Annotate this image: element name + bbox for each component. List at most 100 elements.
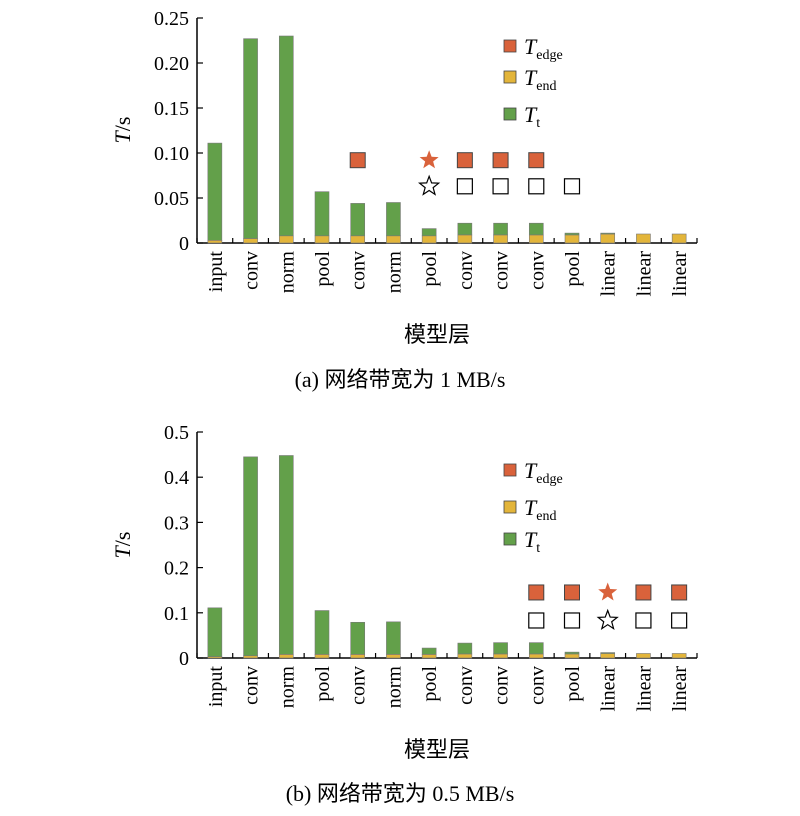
bar-t bbox=[493, 222, 508, 236]
bar-t bbox=[314, 610, 330, 655]
marker-filled-star bbox=[419, 150, 439, 169]
marker-filled-square bbox=[671, 584, 688, 601]
bar-end bbox=[243, 655, 258, 659]
bar-t bbox=[314, 191, 330, 237]
marker-open-star bbox=[418, 174, 441, 196]
bar-t bbox=[600, 652, 616, 654]
x-tick-label: pool bbox=[312, 251, 334, 287]
marker-open-square bbox=[492, 178, 509, 195]
bar-end bbox=[386, 654, 401, 659]
x-tick-label: linear bbox=[598, 666, 620, 712]
x-tick-label: input bbox=[205, 666, 227, 708]
bar-t bbox=[421, 647, 437, 655]
x-tick-label: linear bbox=[669, 251, 691, 297]
bar-t bbox=[493, 642, 508, 655]
legend-swatch bbox=[503, 500, 517, 514]
bar-t bbox=[528, 642, 544, 655]
bar-t bbox=[386, 202, 401, 237]
bar-end bbox=[493, 653, 508, 659]
x-tick-label: conv bbox=[526, 251, 548, 290]
bar-t bbox=[421, 228, 437, 237]
y-tick-label: 0.3 bbox=[164, 512, 189, 534]
bar-end bbox=[421, 235, 437, 244]
x-tick-label: conv bbox=[241, 251, 263, 290]
x-axis-label: 模型层 bbox=[404, 737, 470, 762]
bar-end bbox=[671, 653, 687, 659]
legend-swatch bbox=[503, 532, 517, 546]
x-tick-label: norm bbox=[383, 251, 405, 294]
legend-label: Tend bbox=[524, 495, 556, 524]
x-tick-label: linear bbox=[669, 666, 691, 712]
bar-end bbox=[636, 233, 651, 244]
bar-end bbox=[278, 235, 294, 244]
marker-open-square bbox=[563, 178, 581, 195]
legend-label: Tedge bbox=[524, 458, 563, 487]
marker-filled-star bbox=[598, 582, 618, 601]
marker-filled-square bbox=[528, 584, 545, 601]
x-tick-label: conv bbox=[526, 666, 548, 705]
y-tick-label: 0.5 bbox=[164, 422, 189, 444]
bar-t bbox=[243, 456, 258, 657]
x-tick-label: pool bbox=[562, 251, 584, 287]
y-tick-label: 0.1 bbox=[164, 603, 189, 625]
x-tick-label: conv bbox=[348, 666, 370, 705]
legend-label: Tt bbox=[524, 102, 540, 131]
bar-end bbox=[671, 233, 687, 244]
legend-swatch bbox=[503, 70, 517, 84]
bar-t bbox=[528, 222, 544, 236]
bar-t bbox=[350, 203, 366, 237]
bar-end bbox=[350, 235, 366, 244]
y-tick-label: 0.10 bbox=[154, 143, 189, 165]
bar-end bbox=[314, 654, 330, 659]
bar-t bbox=[207, 607, 223, 657]
x-tick-label: pool bbox=[562, 666, 584, 702]
x-tick-label: conv bbox=[241, 666, 263, 705]
bar-t bbox=[386, 621, 401, 655]
bar-end bbox=[457, 234, 473, 244]
marker-open-square bbox=[528, 178, 545, 195]
x-tick-label: pool bbox=[312, 666, 334, 702]
bar-end bbox=[564, 653, 580, 659]
x-tick-label: norm bbox=[383, 666, 405, 709]
marker-filled-square bbox=[349, 152, 366, 169]
bar-t bbox=[278, 35, 294, 237]
bar-end bbox=[243, 238, 258, 244]
marker-filled-square bbox=[456, 152, 473, 169]
y-tick-label: 0 bbox=[179, 648, 189, 670]
bar-end bbox=[600, 233, 616, 244]
bar-end bbox=[528, 234, 544, 244]
x-tick-label: conv bbox=[455, 251, 477, 290]
x-tick-label: linear bbox=[633, 666, 655, 712]
x-axis-label: 模型层 bbox=[404, 322, 470, 347]
bar-t bbox=[350, 621, 366, 655]
bar-end bbox=[207, 240, 223, 244]
bar-t bbox=[207, 142, 223, 241]
bar-t bbox=[243, 38, 258, 239]
bar-end bbox=[421, 654, 437, 659]
x-tick-label: conv bbox=[491, 251, 513, 290]
bar-t bbox=[278, 455, 294, 655]
bar-end bbox=[386, 235, 401, 244]
y-tick-label: 0 bbox=[179, 233, 189, 255]
x-tick-label: conv bbox=[455, 666, 477, 705]
marker-filled-square bbox=[492, 152, 509, 169]
marker-filled-square bbox=[635, 584, 652, 601]
marker-open-square bbox=[671, 612, 688, 629]
y-tick-label: 0.2 bbox=[164, 558, 189, 580]
marker-open-square bbox=[528, 612, 545, 629]
bar-end bbox=[493, 234, 508, 244]
y-axis-label: T/s bbox=[110, 532, 135, 559]
y-tick-label: 0.20 bbox=[154, 53, 189, 75]
panel-caption: (a) 网络带宽为 1 MB/s bbox=[295, 367, 506, 392]
bar-end bbox=[457, 653, 473, 659]
y-axis-label: T/s bbox=[110, 117, 135, 144]
bar-t bbox=[564, 651, 580, 655]
marker-filled-square bbox=[528, 152, 545, 169]
x-tick-label: pool bbox=[419, 666, 441, 702]
bar-end bbox=[564, 234, 580, 244]
marker-open-square bbox=[456, 178, 473, 195]
bar-end bbox=[350, 654, 366, 659]
